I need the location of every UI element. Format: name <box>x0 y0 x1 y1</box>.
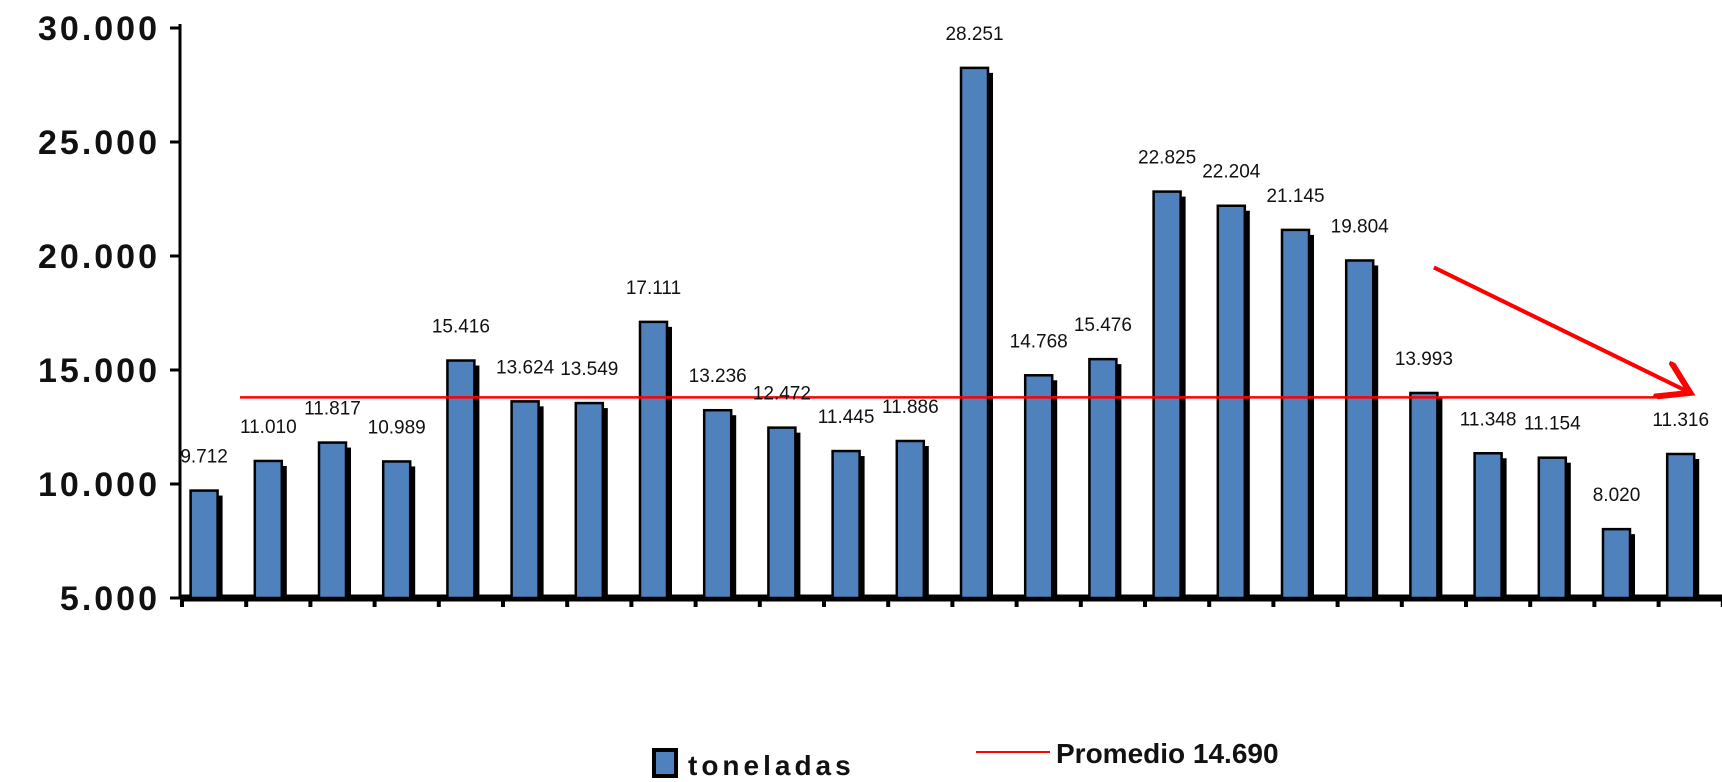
bar <box>831 449 861 600</box>
data-label: 13.549 <box>560 359 618 380</box>
bar <box>253 459 284 600</box>
bar <box>1023 374 1054 600</box>
bar-group <box>1152 190 1186 600</box>
bar <box>1280 228 1311 600</box>
legend: toneladas Promedio 14.690 <box>652 738 1279 781</box>
data-label: 10.989 <box>368 417 426 438</box>
bar <box>767 426 797 600</box>
data-label: 8.020 <box>1593 485 1641 506</box>
bar-group <box>1601 527 1635 600</box>
bar-group <box>1537 456 1571 600</box>
average-line-layer <box>240 265 1687 397</box>
bar <box>702 408 733 600</box>
bar-group <box>702 408 737 600</box>
bar <box>959 66 990 600</box>
bar-group <box>253 459 287 600</box>
bar <box>1216 204 1247 600</box>
bar-group <box>1216 204 1250 600</box>
bar <box>381 460 412 600</box>
bar-group <box>1344 259 1379 600</box>
data-label: 19.804 <box>1331 216 1390 237</box>
data-label: 11.817 <box>304 399 361 420</box>
y-tick-label: 10.000 <box>38 466 160 504</box>
bar-group <box>574 401 608 600</box>
data-label: 22.825 <box>1138 148 1196 169</box>
axes: 5.000 10.000 15.000 20.000 25.000 30.000 <box>38 10 1722 618</box>
bar-group <box>831 449 865 600</box>
y-tick-label: 25.000 <box>38 124 160 162</box>
bar-group <box>1473 452 1507 600</box>
bar-group <box>1409 391 1443 600</box>
bar-group <box>959 66 993 600</box>
bar-group <box>895 439 929 600</box>
legend-label-toneladas: toneladas <box>688 750 855 781</box>
data-label: 13.993 <box>1395 349 1453 370</box>
data-label: 22.204 <box>1202 162 1261 183</box>
bar <box>1344 259 1375 600</box>
bar <box>574 401 605 600</box>
bar <box>1473 452 1503 600</box>
bar-group <box>1665 452 1700 600</box>
data-label: 11.316 <box>1652 410 1709 431</box>
bar-group <box>446 359 480 600</box>
bar <box>1537 456 1568 600</box>
trend-arrow <box>1433 265 1687 391</box>
bar-group <box>1023 374 1058 600</box>
y-tick-label: 30.000 <box>38 10 160 48</box>
data-label: 15.476 <box>1074 315 1132 336</box>
data-label: 11.010 <box>240 417 297 438</box>
bar-group <box>317 441 351 600</box>
data-label: 15.416 <box>432 317 490 338</box>
bar <box>1409 391 1439 600</box>
data-label: 11.154 <box>1524 414 1581 435</box>
data-label: 9.712 <box>180 447 228 468</box>
data-label: 17.111 <box>626 278 681 299</box>
y-tick-label: 15.000 <box>38 352 160 390</box>
bar-group <box>1088 357 1122 600</box>
bar <box>1665 452 1696 600</box>
bar <box>895 439 926 600</box>
data-label: 11.445 <box>818 407 875 428</box>
bar-group <box>381 460 416 600</box>
data-label: 11.348 <box>1460 409 1517 430</box>
y-tick-label: 20.000 <box>38 238 160 276</box>
bars <box>189 66 1700 600</box>
data-label: 11.886 <box>882 397 939 418</box>
bar <box>446 359 476 600</box>
bar <box>638 320 669 600</box>
bar-group <box>1280 228 1314 600</box>
data-label: 13.236 <box>689 366 747 387</box>
data-label: 13.624 <box>496 357 555 378</box>
bar <box>510 400 540 600</box>
bar-group <box>189 489 223 600</box>
bar-group <box>510 400 544 600</box>
bar-group <box>767 426 801 600</box>
bar <box>1088 357 1118 600</box>
data-label: 28.251 <box>945 24 1003 45</box>
bar <box>1601 527 1632 600</box>
data-label: 12.472 <box>753 384 811 405</box>
bar <box>317 441 348 600</box>
legend-label-promedio: Promedio 14.690 <box>1056 738 1279 769</box>
y-tick-label: 5.000 <box>60 580 160 618</box>
bar <box>1152 190 1182 600</box>
data-labels: 9.712 11.010 11.817 10.989 15.416 13.624 13.54… <box>180 24 1709 506</box>
bar-group <box>638 320 672 600</box>
data-label: 21.145 <box>1266 186 1324 207</box>
data-label: 14.768 <box>1010 331 1068 352</box>
bar <box>189 489 219 600</box>
legend-swatch-toneladas <box>652 748 678 778</box>
